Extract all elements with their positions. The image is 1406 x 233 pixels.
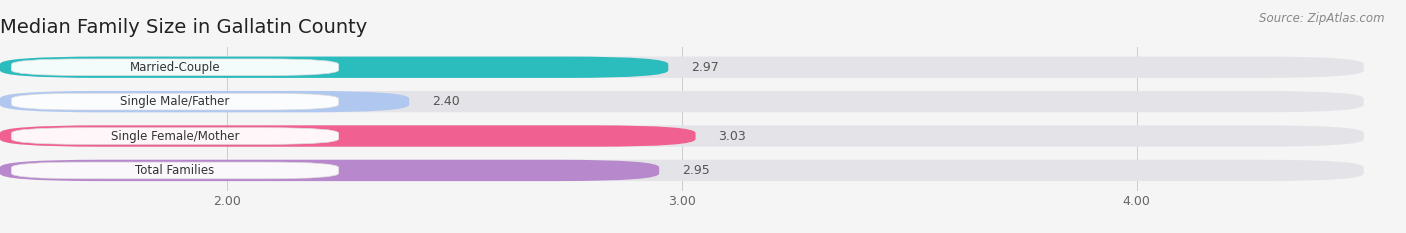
Text: Source: ZipAtlas.com: Source: ZipAtlas.com (1260, 12, 1385, 25)
FancyBboxPatch shape (0, 57, 1364, 78)
Text: Single Male/Father: Single Male/Father (121, 95, 229, 108)
Text: 3.03: 3.03 (718, 130, 747, 143)
FancyBboxPatch shape (11, 59, 339, 75)
FancyBboxPatch shape (11, 128, 339, 144)
Text: Married-Couple: Married-Couple (129, 61, 221, 74)
FancyBboxPatch shape (0, 160, 659, 181)
Text: 2.95: 2.95 (682, 164, 710, 177)
FancyBboxPatch shape (0, 160, 1364, 181)
FancyBboxPatch shape (11, 162, 339, 179)
Text: Single Female/Mother: Single Female/Mother (111, 130, 239, 143)
FancyBboxPatch shape (0, 125, 1364, 147)
Text: 2.97: 2.97 (690, 61, 718, 74)
FancyBboxPatch shape (0, 91, 1364, 112)
FancyBboxPatch shape (11, 93, 339, 110)
FancyBboxPatch shape (0, 57, 668, 78)
FancyBboxPatch shape (0, 125, 696, 147)
Text: 2.40: 2.40 (432, 95, 460, 108)
Text: Median Family Size in Gallatin County: Median Family Size in Gallatin County (0, 18, 367, 37)
Text: Total Families: Total Families (135, 164, 215, 177)
FancyBboxPatch shape (0, 91, 409, 112)
